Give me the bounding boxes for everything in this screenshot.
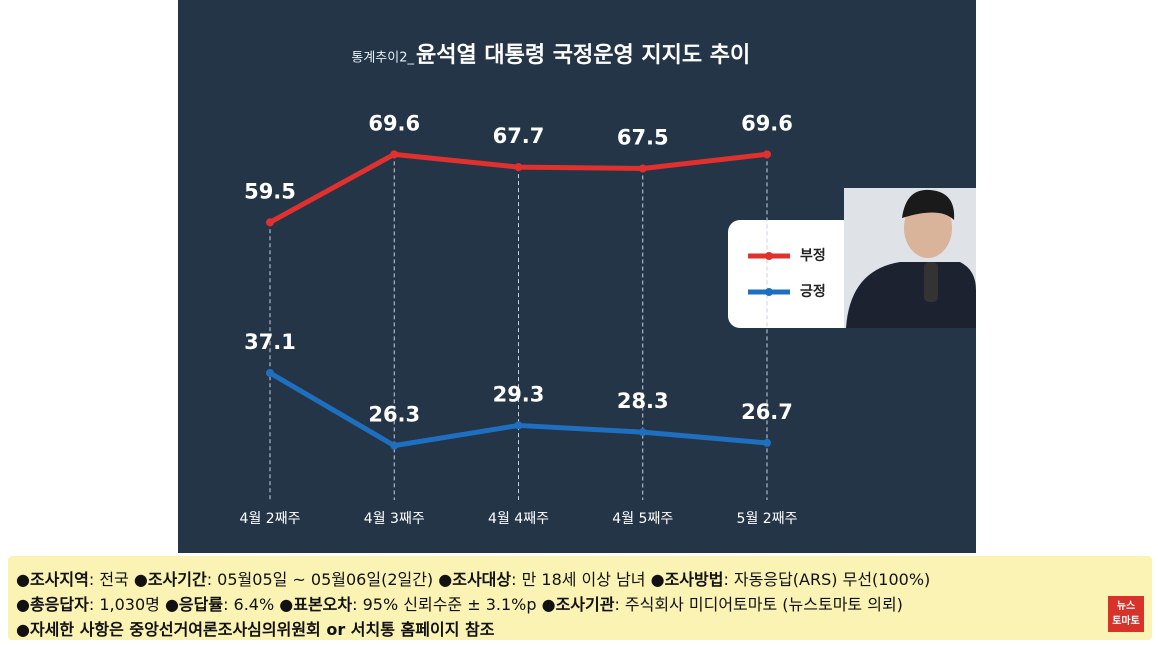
info-value: : 자동응답(ARS) 무선(100%) [723, 570, 931, 589]
logo-text: 뉴스 [1116, 601, 1136, 612]
x-tick-label: 4월 2째주 [240, 511, 301, 527]
value-label: 69.6 [368, 111, 420, 135]
point [638, 164, 647, 173]
x-tick-label: 4월 5째주 [612, 511, 673, 527]
info-line: ●자세한 사항은 중앙선거여론조사심의위원회 or 서치통 홈페이지 참조 [16, 616, 494, 640]
chart: 통계추이2_ 윤석열 대통령 국정운영 지지도 추이 4월 2째주 4월 3째주 4… [178, 0, 976, 553]
point [763, 438, 771, 447]
info-value: : 05월05일 ~ 05월06일(2일간) [206, 570, 439, 589]
info-value: : 6.4% [223, 595, 280, 614]
info-key: ●조사기관 [541, 595, 615, 614]
info-key: ●조사방법 [650, 570, 724, 589]
photo-mic [924, 262, 938, 302]
info-value: : 95% 신뢰수준 ± 3.1%p [352, 595, 542, 614]
point [266, 368, 274, 377]
value-label: 29.3 [493, 382, 545, 406]
legend-dot [765, 288, 773, 296]
value-label: 67.5 [617, 125, 669, 149]
photo [844, 188, 976, 328]
value-label: 59.5 [244, 179, 296, 203]
value-label: 69.6 [741, 111, 793, 135]
info-key: ●조사대상 [438, 570, 512, 589]
info-key: ●조사지역 [16, 570, 89, 589]
info-line: ●조사지역: 전국 ●조사기간: 05월05일 ~ 05월06일(2일간) ●조… [16, 566, 930, 590]
logo-text: 토마토 [1112, 616, 1140, 627]
legend-dot [765, 252, 773, 260]
legend-label: 부정 [800, 247, 826, 264]
photo-hair [902, 189, 955, 220]
info-value: : 1,030명 [88, 595, 165, 614]
info-value: : 주식회사 미디어토마토 (뉴스토마토 의뢰) [614, 595, 903, 614]
photo-suit [846, 262, 976, 328]
info-key: ●응답률 [164, 595, 224, 614]
value-label: 26.7 [741, 400, 793, 424]
point [514, 421, 523, 430]
point [390, 150, 399, 159]
info-key: ●조사기간 [133, 570, 207, 589]
info-value: : 만 18세 이상 남녀 [511, 570, 651, 589]
x-tick-label: 4월 4째주 [488, 511, 549, 527]
info-key: ●총응답자 [16, 595, 89, 614]
chart-title: 윤석열 대통령 국정운영 지지도 추이 [416, 43, 750, 68]
value-label: 26.3 [368, 403, 420, 427]
info-key: ●표본오차 [279, 595, 353, 614]
info-line: ●총응답자: 1,030명 ●응답률: 6.4% ●표본오차: 95% 신뢰수준… [16, 591, 903, 615]
value-label: 67.7 [493, 124, 545, 148]
value-label: 28.3 [617, 389, 669, 413]
info-key: ●자세한 사항은 중앙선거여론조사심의위원회 or 서치통 홈페이지 참조 [16, 620, 495, 639]
point [266, 218, 274, 227]
info-value: : 전국 [88, 570, 134, 589]
point [638, 428, 647, 437]
value-label: 37.1 [244, 330, 296, 354]
chart-kicker: 통계추이2_ [351, 51, 414, 66]
legend-label: 긍정 [800, 283, 826, 300]
point [390, 441, 399, 450]
x-tick-label: 5월 2째주 [737, 511, 798, 527]
x-tick-label: 4월 3째주 [364, 511, 425, 527]
point [514, 163, 523, 172]
point [763, 150, 771, 159]
